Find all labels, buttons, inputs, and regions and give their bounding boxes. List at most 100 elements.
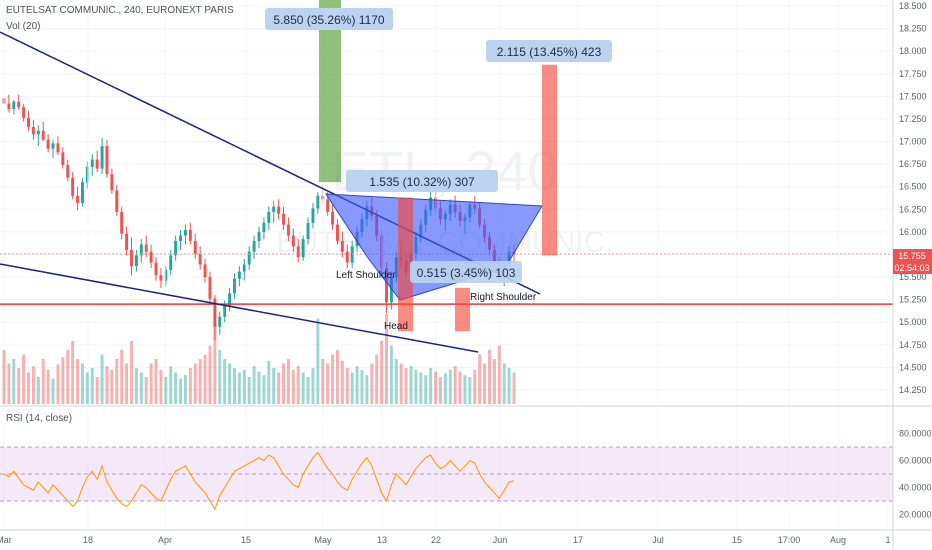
volume-bar [375, 354, 379, 404]
candle [71, 172, 75, 200]
volume-bar [262, 375, 266, 404]
left-shoulder-label[interactable]: Left Shoulder [336, 270, 396, 281]
candle-body [252, 240, 256, 252]
time-tick-label: Jul [652, 535, 664, 545]
candle-body [340, 240, 344, 252]
volume-bar [61, 357, 65, 404]
drawing-overlays[interactable] [0, 0, 893, 353]
measure-label-neckline-text: 1.535 (10.32%) 307 [369, 175, 475, 189]
candle-body [242, 264, 246, 272]
candle [286, 217, 290, 241]
volume-bar [473, 369, 477, 404]
volume-bar [419, 372, 423, 404]
measure-label-neckline[interactable]: 1.535 (10.32%) 307 [346, 170, 498, 192]
candle-body [218, 316, 222, 327]
candle [125, 226, 129, 256]
measure-box-green[interactable] [319, 0, 341, 183]
volume-bar [488, 350, 491, 404]
candle-body [76, 195, 80, 203]
candle-body [71, 177, 75, 196]
candle [179, 230, 183, 250]
candle-body [208, 277, 212, 299]
candle-body [159, 275, 163, 281]
volume-bar [80, 363, 84, 404]
last-price-value: 15.755 [898, 251, 926, 261]
candle-body [213, 298, 217, 327]
candle [51, 139, 55, 158]
volume-bar [355, 366, 359, 404]
candle [144, 235, 148, 258]
candle [198, 246, 202, 270]
symbol-title[interactable]: EUTELSAT COMMUNIC., 240, EURONEXT PARIS [6, 5, 234, 16]
candle [154, 257, 158, 281]
volume-bar [443, 373, 447, 404]
candle-body [306, 222, 310, 240]
candle [164, 266, 168, 287]
candle [115, 184, 119, 216]
volume-bar [389, 345, 393, 404]
rsi-pane[interactable] [0, 446, 893, 511]
candle-body [22, 107, 26, 119]
volume-bar [370, 363, 374, 404]
volume-bar [100, 354, 104, 404]
measure-label-up-left[interactable]: 5.850 (35.26%) 1170 [265, 8, 393, 30]
candle-body [198, 253, 202, 265]
right-shoulder-label[interactable]: Right Shoulder [470, 292, 537, 303]
volume-bar [296, 366, 300, 404]
volume-bar [257, 371, 261, 404]
measure-label-up-right[interactable]: 2.115 (13.45%) 423 [486, 40, 612, 62]
volume-bar [468, 377, 472, 404]
candle [193, 233, 197, 259]
descending-trendline-lower[interactable] [0, 263, 479, 353]
head-shoulders-pattern[interactable] [325, 193, 543, 301]
price-tick-label: 16.250 [899, 204, 927, 214]
volume-bar [51, 378, 55, 404]
time-axis[interactable]: Mar 18 Apr 15 May 13 22 Jun 17 Jul 15 17:00 Aug 1 [0, 535, 891, 545]
candle-body [296, 246, 300, 258]
volume-bar [237, 372, 241, 404]
candle [208, 271, 212, 305]
volume-bar [311, 368, 315, 404]
price-tick-label: 17.250 [899, 114, 927, 124]
price-axis[interactable]: 18.500 18.250 18.000 17.750 17.500 17.250 17.0… [899, 1, 927, 395]
volume-bar [66, 350, 70, 404]
rsi-tick-label: 80.0000 [899, 429, 932, 439]
rsi-axis[interactable]: 80.0000 60.0000 40.0000 20.0000 [899, 429, 932, 520]
volume-bar [286, 359, 290, 404]
measure-label-head[interactable]: 0.515 (3.45%) 103 [410, 261, 522, 283]
volume-bar [497, 345, 501, 404]
volume-bar [46, 369, 50, 404]
last-price-tag[interactable]: 15.755 [893, 249, 932, 262]
candle [100, 137, 104, 175]
candle [311, 202, 315, 229]
candle [41, 121, 45, 142]
volume-bar [56, 364, 60, 404]
head-label[interactable]: Head [384, 321, 408, 332]
candle-body [115, 190, 119, 213]
measure-box-red-head[interactable] [398, 197, 413, 332]
volume-bar [385, 314, 388, 404]
volume-legend[interactable]: Vol (20) [6, 21, 40, 32]
rsi-tick-label: 20.0000 [899, 510, 932, 520]
candle-body [267, 212, 271, 223]
measure-box-red-shoulder[interactable] [455, 287, 470, 332]
volume-bar [149, 363, 153, 404]
volume-bar [31, 366, 35, 404]
candle [267, 206, 271, 231]
price-tick-label: 17.500 [899, 91, 927, 101]
volume-bar [242, 369, 246, 404]
candle-body [100, 146, 104, 169]
measure-box-red-target[interactable] [542, 64, 557, 256]
volume-bar [174, 372, 178, 404]
candle [262, 217, 266, 240]
candle [272, 201, 276, 223]
time-tick-label: 15 [732, 535, 742, 545]
time-tick-label: Mar [0, 535, 12, 545]
candle-body [272, 206, 276, 213]
volume-bar [326, 363, 330, 404]
candle [183, 224, 187, 245]
rsi-legend[interactable]: RSI (14, close) [6, 413, 72, 424]
price-tick-label: 17.000 [899, 137, 927, 147]
candle [66, 159, 70, 182]
